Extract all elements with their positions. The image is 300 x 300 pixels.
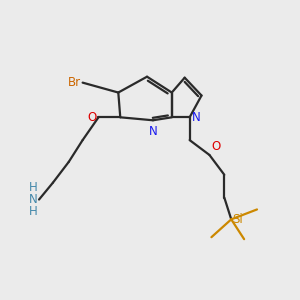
Text: N: N xyxy=(148,125,157,138)
Text: Br: Br xyxy=(68,76,81,89)
Text: O: O xyxy=(211,140,220,153)
Text: Si: Si xyxy=(233,213,244,226)
Text: O: O xyxy=(88,111,97,124)
Text: N: N xyxy=(192,111,201,124)
Text: H
N
H: H N H xyxy=(28,181,37,218)
